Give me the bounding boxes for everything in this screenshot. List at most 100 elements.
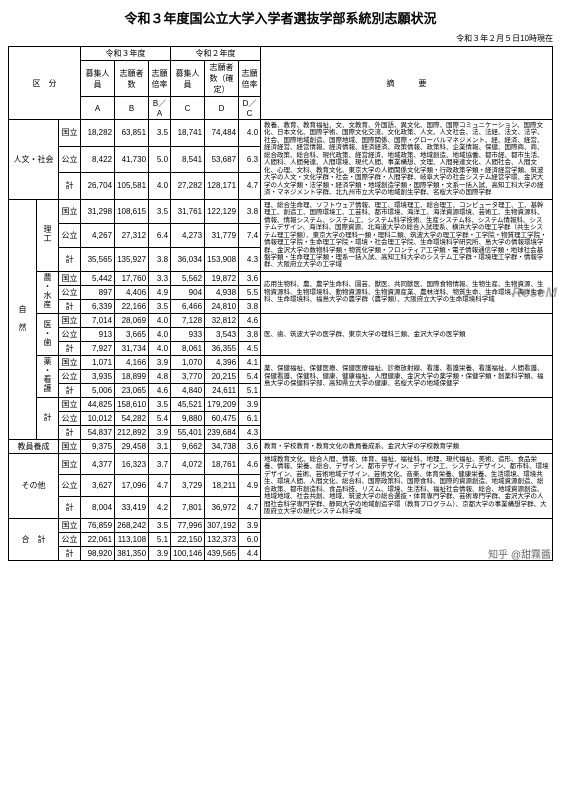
table-header: 区 分 令和３年度 令和２年度 摘 要 募集人員 志願者数 志願倍率 募集人員 …	[9, 47, 553, 120]
cell-r3r: 3.5	[149, 518, 171, 532]
cell-r2b: 4,938	[205, 285, 239, 299]
source-watermark: 知乎 @甜霧醬	[488, 546, 551, 561]
cell-r2b: 19,872	[205, 271, 239, 285]
row-type: 公立	[59, 369, 81, 383]
cell-r3a: 3,935	[81, 369, 115, 383]
hdr-colC: C	[171, 97, 205, 120]
cell-r2a: 3,729	[171, 475, 205, 497]
cell-r3b: 105,581	[115, 173, 149, 200]
hdr-r2-shigan: 志願者数（確定）	[205, 61, 239, 97]
cell-r2a: 3,770	[171, 369, 205, 383]
cell-r2r: 4.9	[239, 475, 261, 497]
category-1: 合 計	[9, 518, 59, 560]
category-2: 薬・看護	[37, 355, 59, 397]
hdr-r3-shigan: 志願者数	[115, 61, 149, 97]
cell-r3b: 158,610	[115, 397, 149, 411]
cell-r2a: 36,034	[171, 247, 205, 271]
cell-r3r: 3.5	[149, 397, 171, 411]
cell-r2a: 18,741	[171, 120, 205, 147]
table-row: 自 然理工国立31,298108,6153.531,761122,1293.8理…	[9, 199, 553, 223]
cell-r2a: 5,562	[171, 271, 205, 285]
category-2: 医・歯	[37, 313, 59, 355]
row-type: 国立	[59, 518, 81, 532]
cell-r2a: 45,521	[171, 397, 205, 411]
cell-r2r: 4.5	[239, 341, 261, 355]
cell-r3a: 6,339	[81, 299, 115, 313]
cell-r3r: 3.9	[149, 546, 171, 560]
cell-r2a: 6,466	[171, 299, 205, 313]
table-row: 教員養成国立9,37529,4583.19,66234,7383.6教育・学校教…	[9, 439, 553, 453]
cell-r2r: 4.6	[239, 313, 261, 327]
table-row: 薬・看護国立1,0714,1663.91,0704,3964.1薬、保健福祉、保…	[9, 355, 553, 369]
table-row: 農・水産国立5,44217,7603.35,56219,8723.6応用生物科、…	[9, 271, 553, 285]
cell-r3r: 5.4	[149, 411, 171, 425]
category-1: 教員養成	[9, 439, 59, 453]
cell-r3a: 3,627	[81, 475, 115, 497]
row-type: 計	[59, 247, 81, 271]
table-row: 合 計国立76,859268,2423.577,996307,1923.9	[9, 518, 553, 532]
cell-r3a: 7,927	[81, 341, 115, 355]
cell-r3b: 108,615	[115, 199, 149, 223]
cell-r2b: 179,209	[205, 397, 239, 411]
cell-r3a: 8,004	[81, 497, 115, 519]
tekiyo-cell: 地域教育文化、総合人間、情報、体育、福祉、福祉科、地理、現代福祉、美術、造形、食…	[261, 453, 553, 518]
cell-r2r: 4.6	[239, 453, 261, 475]
hdr-colBA: B／A	[149, 97, 171, 120]
cell-r3b: 268,242	[115, 518, 149, 532]
cell-r3r: 3.9	[149, 425, 171, 439]
cell-r2b: 20,215	[205, 369, 239, 383]
cell-r2a: 55,401	[171, 425, 205, 439]
category-2: 農・水産	[37, 271, 59, 313]
cell-r3b: 17,096	[115, 475, 149, 497]
cell-r2r: 6.1	[239, 411, 261, 425]
cell-r2r: 5.1	[239, 383, 261, 397]
cell-r2r: 3.9	[239, 518, 261, 532]
cell-r2b: 239,684	[205, 425, 239, 439]
cell-r2r: 4.1	[239, 355, 261, 369]
row-type: 公立	[59, 146, 81, 173]
cell-r2r: 4.3	[239, 425, 261, 439]
row-type: 公立	[59, 411, 81, 425]
row-type: 国立	[59, 355, 81, 369]
cell-r2b: 24,810	[205, 299, 239, 313]
cell-r3a: 5,006	[81, 383, 115, 397]
timestamp: 令和３年２月５日10時現在	[8, 33, 553, 44]
table-body: 人文・社会国立18,28263,8513.518,74174,4844.0教養、…	[9, 120, 553, 561]
cell-r3r: 4.2	[149, 497, 171, 519]
cell-r3r: 4.0	[149, 313, 171, 327]
cell-r3r: 4.9	[149, 285, 171, 299]
hdr-r2: 令和２年度	[171, 47, 261, 61]
cell-r3r: 4.8	[149, 369, 171, 383]
row-type: 国立	[59, 397, 81, 411]
tekiyo-cell: 薬、保健福祉、保健医療、保健医療福祉、診療放射線、看護、看護栄養、看護福祉、人間…	[261, 355, 553, 397]
cell-r3r: 3.5	[149, 299, 171, 313]
cell-r3r: 3.9	[149, 355, 171, 369]
row-type: 計	[59, 497, 81, 519]
category-1: 自 然	[9, 199, 37, 439]
cell-r3a: 9,375	[81, 439, 115, 453]
row-type: 国立	[59, 271, 81, 285]
cell-r2r: 3.8	[239, 299, 261, 313]
cell-r2r: 3.8	[239, 327, 261, 341]
cell-r3a: 10,012	[81, 411, 115, 425]
cell-r3r: 4.7	[149, 475, 171, 497]
hdr-kubun: 区 分	[9, 47, 81, 120]
cell-r2a: 4,273	[171, 223, 205, 247]
cell-r3b: 22,166	[115, 299, 149, 313]
cell-r2r: 4.3	[239, 247, 261, 271]
table-row: 人文・社会国立18,28263,8513.518,74174,4844.0教養、…	[9, 120, 553, 147]
row-type: 計	[59, 546, 81, 560]
cell-r2a: 9,662	[171, 439, 205, 453]
cell-r2a: 7,128	[171, 313, 205, 327]
row-type: 計	[59, 341, 81, 355]
cell-r2r: 7.4	[239, 223, 261, 247]
hdr-r3: 令和３年度	[81, 47, 171, 61]
main-table: 区 分 令和３年度 令和２年度 摘 要 募集人員 志願者数 志願倍率 募集人員 …	[8, 46, 553, 561]
cell-r2b: 32,812	[205, 313, 239, 327]
cell-r3a: 44,825	[81, 397, 115, 411]
cell-r3b: 29,458	[115, 439, 149, 453]
cell-r3a: 897	[81, 285, 115, 299]
row-type: 国立	[59, 120, 81, 147]
cell-r2a: 8,061	[171, 341, 205, 355]
cell-r3r: 3.5	[149, 199, 171, 223]
